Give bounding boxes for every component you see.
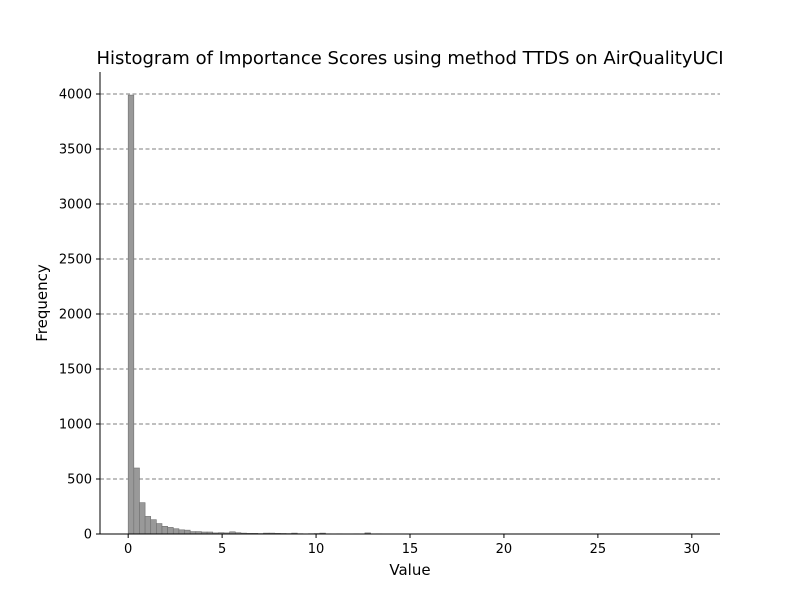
x-tick-label: 20 [496,542,513,557]
histogram-bar [184,529,191,535]
y-tick-label: 1000 [59,418,92,433]
histogram-bar [133,467,140,535]
y-tick-label: 2000 [59,308,92,323]
y-axis-label: Frequency [33,264,51,342]
x-tick-label: 25 [590,542,607,557]
histogram-bar [127,94,135,535]
histogram-bar [172,528,180,535]
x-tick-label: 10 [308,542,325,557]
histogram-bar [161,525,168,535]
y-tick-label: 500 [67,473,92,488]
histogram-bar [150,519,157,535]
histogram-bar [144,516,152,535]
x-axis-label: Value [389,561,430,579]
y-tick-label: 1500 [59,363,92,378]
y-tick-label: 0 [84,528,92,543]
x-ticks: 0 5 10 15 20 25 30 [124,534,700,557]
histogram-bar [156,523,163,535]
histogram-bars [127,94,383,535]
gridlines [100,93,720,480]
histogram-bar [167,527,174,535]
x-tick-label: 0 [124,542,132,557]
histogram-bar [139,502,146,535]
x-tick-label: 15 [402,542,419,557]
axes [99,72,720,535]
x-tick-label: 30 [684,542,701,557]
chart-title: Histogram of Importance Scores using met… [96,48,723,69]
x-tick-label: 5 [218,542,226,557]
y-tick-label: 3500 [59,143,92,158]
y-tick-label: 3000 [59,198,92,213]
y-tick-label: 4000 [59,88,92,103]
histogram-bar [178,529,185,535]
y-tick-label: 2500 [59,253,92,268]
y-ticks: 0 500 1000 1500 2000 2500 3000 3500 4000 [59,88,100,543]
